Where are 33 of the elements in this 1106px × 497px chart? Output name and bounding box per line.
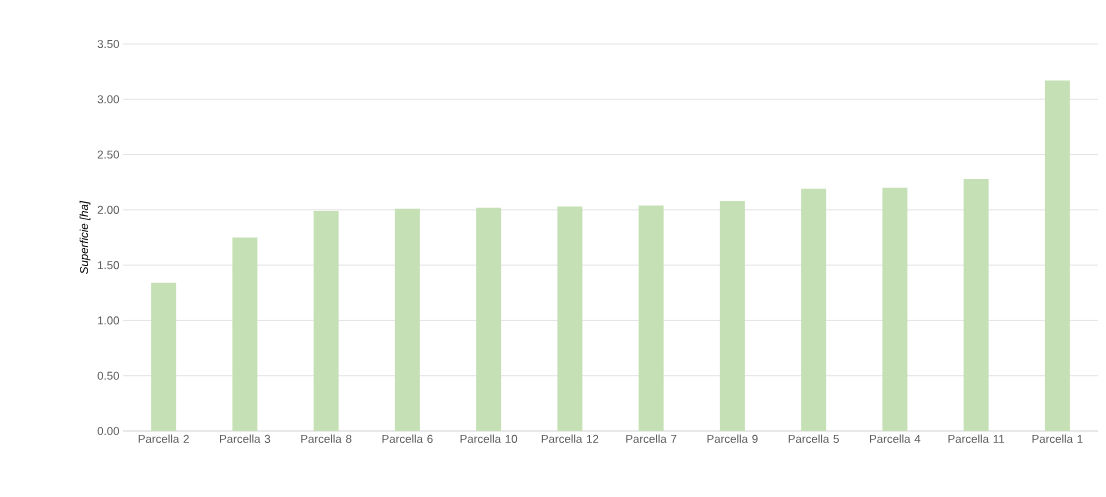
bar (1044, 80, 1070, 431)
bar (476, 207, 502, 431)
y-axis-title: Superficie [ha] (79, 200, 91, 274)
x-tick-label: Parcella 7 (626, 434, 677, 443)
bar (394, 208, 420, 431)
bar (638, 205, 664, 431)
bar (232, 237, 258, 431)
x-tick-label: Parcella 11 (948, 434, 1005, 443)
y-tick-label: 0.50 (97, 371, 120, 380)
y-tick-label: 2.00 (97, 205, 120, 214)
bar (963, 178, 989, 431)
y-tick-label: 3.50 (97, 39, 120, 49)
x-tick-label: Parcella 1 (1032, 434, 1083, 443)
bar (151, 282, 177, 431)
x-tick-label: Parcella 6 (382, 434, 433, 443)
bar (882, 187, 908, 431)
bar (557, 206, 583, 431)
y-tick-label: 1.50 (98, 261, 120, 270)
bar (313, 210, 339, 431)
x-tick-label: Parcella 4 (870, 434, 921, 443)
x-tick-label: Parcella 10 (460, 434, 518, 443)
y-tick-label: 2.50 (97, 150, 120, 159)
x-tick-label: Parcella 9 (707, 434, 758, 443)
y-tick-label: 3.00 (97, 95, 120, 104)
y-tick-label: 0.00 (97, 426, 120, 436)
x-tick-label: Parcella 3 (220, 434, 271, 443)
x-tick-label: Parcella 5 (788, 434, 839, 443)
x-tick-label: Parcella 2 (138, 434, 189, 443)
bar (719, 201, 745, 431)
y-tick-label: 1.00 (98, 316, 120, 325)
x-tick-label: Parcella 12 (541, 434, 599, 443)
x-tick-label: Parcella 8 (301, 434, 352, 443)
bar (801, 188, 827, 431)
